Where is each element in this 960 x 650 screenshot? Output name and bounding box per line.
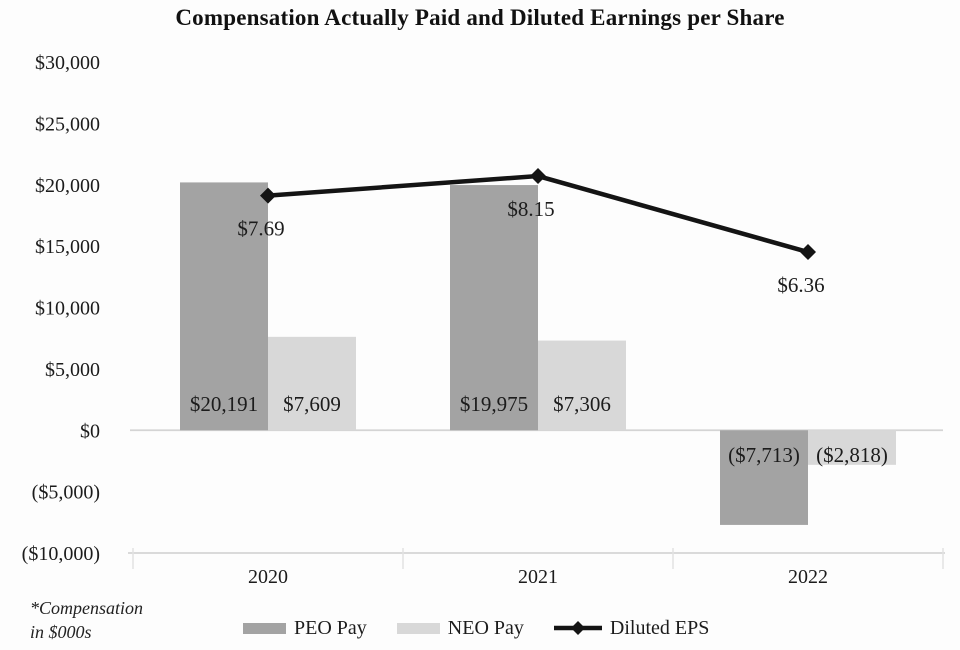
neo-pay-bar-2022 (808, 430, 896, 465)
y-axis-tick-label: $25,000 (35, 113, 100, 135)
y-axis-tick-label: $30,000 (35, 52, 100, 74)
legend-label: PEO Pay (294, 616, 367, 639)
neo-pay-bar-2020 (268, 336, 356, 431)
chart-footnote: *Compensation in $000s (30, 596, 143, 645)
diluted-eps-legend-swatch-icon (553, 621, 602, 635)
diluted-eps-marker-2022 (800, 244, 816, 261)
peo-pay-legend-swatch-icon (243, 622, 286, 634)
diluted-eps-marker-2021 (530, 168, 546, 185)
bar-data-label: $19,975 (460, 392, 528, 416)
eps-data-label: $6.36 (777, 273, 824, 297)
legend-label: Diluted EPS (609, 616, 710, 639)
neo-pay-bar-2021 (538, 340, 626, 431)
x-axis-label-2021: 2021 (518, 566, 558, 588)
y-axis-tick-label: $0 (80, 420, 100, 442)
y-axis-tick-label: $10,000 (35, 298, 100, 320)
y-axis-tick-label: $20,000 (35, 175, 100, 197)
legend-label: NEO Pay (447, 616, 524, 639)
y-axis-tick-label: $5,000 (45, 359, 100, 381)
eps-data-label: $8.15 (507, 197, 554, 221)
bar-data-label: $7,306 (553, 392, 611, 416)
bar-data-label: ($7,713) (728, 443, 800, 467)
bar-data-label: ($2,818) (816, 443, 888, 467)
legend-item-peo-pay: PEO Pay (243, 617, 367, 640)
chart-title: Compensation Actually Paid and Diluted E… (175, 5, 785, 30)
x-axis-label-2022: 2022 (788, 566, 828, 588)
y-axis-tick-label: ($10,000) (22, 543, 100, 565)
bar-data-label: $7,609 (283, 392, 341, 416)
legend-item-diluted-eps: Diluted EPS (553, 616, 710, 640)
footnote-line-2: in $000s (30, 622, 92, 643)
chart-legend: PEO Pay NEO Pay Diluted EPS (243, 614, 709, 642)
neo-pay-legend-swatch-icon (396, 622, 440, 634)
legend-item-neo-pay: NEO Pay (396, 616, 524, 640)
diluted-eps-marker-2020 (260, 187, 276, 204)
footnote-line-1: *Compensation (30, 598, 144, 618)
y-axis-tick-label: ($5,000) (32, 482, 100, 504)
eps-data-label: $7.69 (237, 217, 284, 241)
x-axis-label-2020: 2020 (248, 566, 288, 588)
peo-pay-bar-2022 (720, 430, 808, 525)
peo-pay-bar-2021 (450, 185, 538, 431)
y-axis-tick-label: $15,000 (35, 236, 100, 258)
peo-pay-bar-2020 (180, 182, 268, 431)
bar-data-label: $20,191 (190, 392, 258, 416)
